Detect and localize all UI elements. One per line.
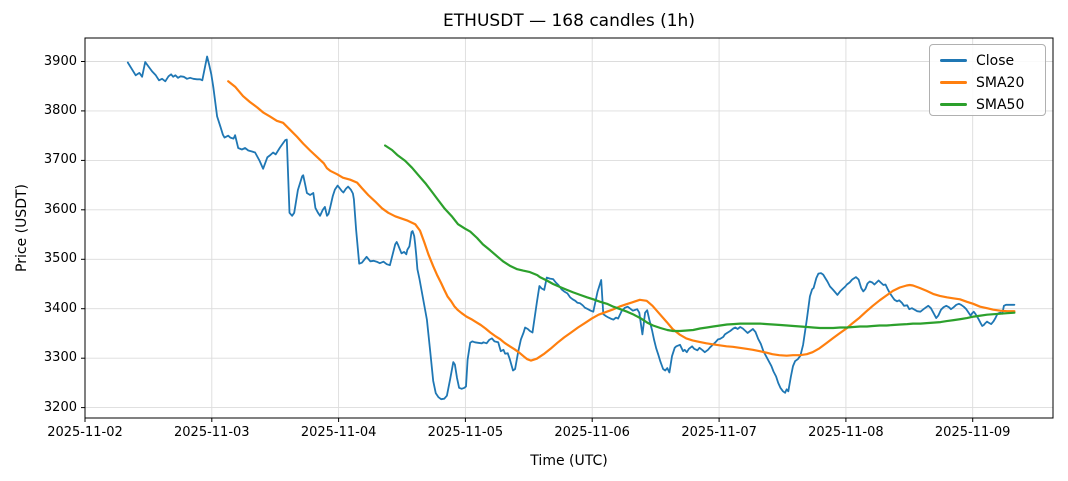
- y-tick-label: 3500: [43, 251, 77, 267]
- y-tick-label: 3800: [43, 102, 77, 118]
- chart-title: ETHUSDT — 168 candles (1h): [443, 11, 695, 31]
- x-tick-label: 2025-11-09: [934, 425, 1011, 440]
- legend-entry-sma50: SMA50: [940, 94, 1045, 115]
- x-tick-label: 2025-11-07: [681, 425, 757, 440]
- y-axis-label: Price (USDT): [14, 184, 30, 272]
- x-tick-label: 2025-11-06: [554, 425, 630, 440]
- close-line-swatch: [940, 59, 967, 62]
- x-tick-label: 2025-11-04: [300, 425, 377, 440]
- x-tick-label: 2025-11-05: [427, 425, 504, 440]
- series-sma50: [384, 144, 1016, 333]
- x-tick-label: 2025-11-02: [47, 425, 123, 440]
- series-sma20: [227, 80, 1016, 362]
- y-tick-label: 3300: [43, 350, 77, 366]
- legend-label-sma50: SMA50: [976, 96, 1025, 113]
- legend-entry-sma20: SMA20: [940, 72, 1045, 93]
- y-tick-label: 3700: [43, 152, 77, 168]
- sma50-line-swatch: [940, 103, 967, 106]
- x-tick-label: 2025-11-08: [808, 425, 884, 440]
- y-tick-label: 3200: [43, 399, 77, 415]
- series-close: [126, 55, 1016, 401]
- legend-entry-close: Close: [940, 50, 1045, 71]
- legend-label-close: Close: [976, 52, 1015, 69]
- sma20-line-swatch: [940, 81, 967, 84]
- y-tick-label: 3600: [43, 201, 77, 217]
- y-tick-label: 3400: [43, 300, 77, 316]
- plot-border: [84, 37, 1054, 419]
- x-tick-label: 2025-11-03: [174, 425, 250, 440]
- y-tick-label: 3900: [43, 53, 77, 69]
- legend-label-sma20: SMA20: [976, 74, 1025, 91]
- legend-box: Close SMA20 SMA50: [929, 44, 1046, 116]
- x-axis-label: Time (UTC): [530, 453, 608, 469]
